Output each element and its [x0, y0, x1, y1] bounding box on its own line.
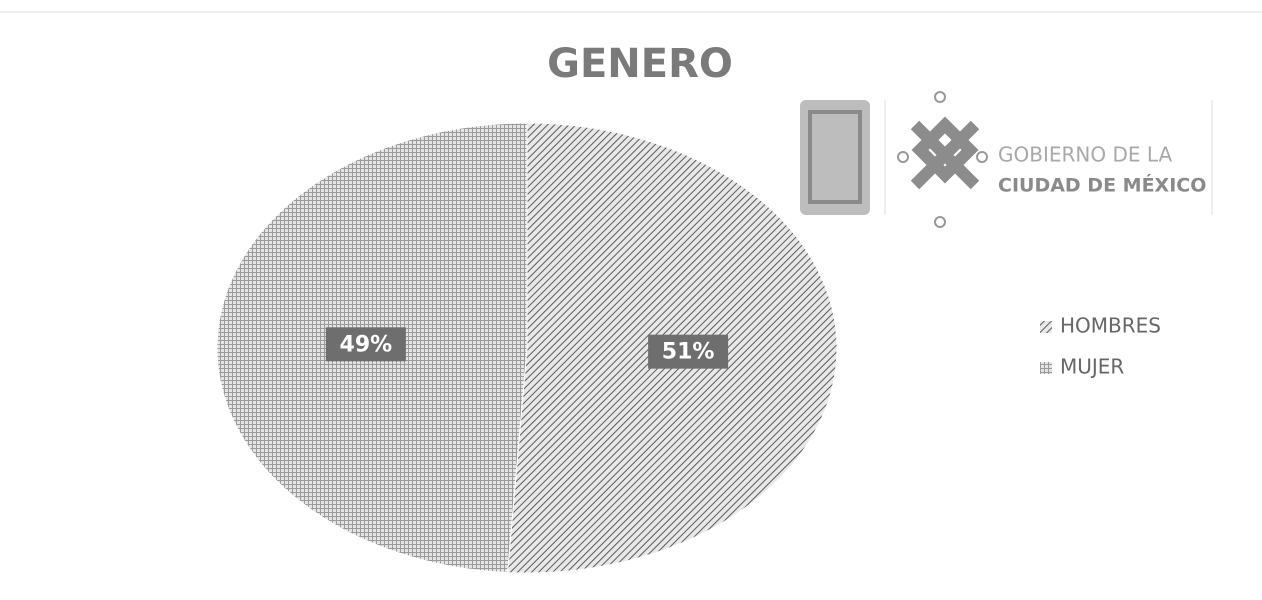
logo-shield [800, 100, 870, 215]
legend-swatch [1040, 321, 1052, 333]
data-label-box [648, 334, 729, 369]
chart-title: GENERO [547, 41, 733, 87]
legend-label: MUJER [1060, 355, 1124, 379]
logo-dot [897, 151, 909, 163]
legend-label: HOMBRES [1060, 314, 1161, 338]
logo-text: GOBIERNO DE LA [998, 143, 1172, 167]
logo-symbol [910, 116, 980, 190]
logo-dot [934, 91, 946, 103]
logo-text: CIUDAD DE MÉXICO [998, 174, 1206, 197]
data-label: 51% [662, 340, 715, 365]
legend-swatch [1040, 362, 1052, 374]
logo-shield-detail [808, 110, 862, 204]
logo: GOBIERNO DE LA CIUDAD DE MÉXICO [800, 91, 1213, 228]
logo-dot [976, 151, 988, 163]
logo-dot [934, 216, 946, 228]
data-label-box [325, 327, 406, 362]
data-label: 49% [340, 332, 393, 357]
